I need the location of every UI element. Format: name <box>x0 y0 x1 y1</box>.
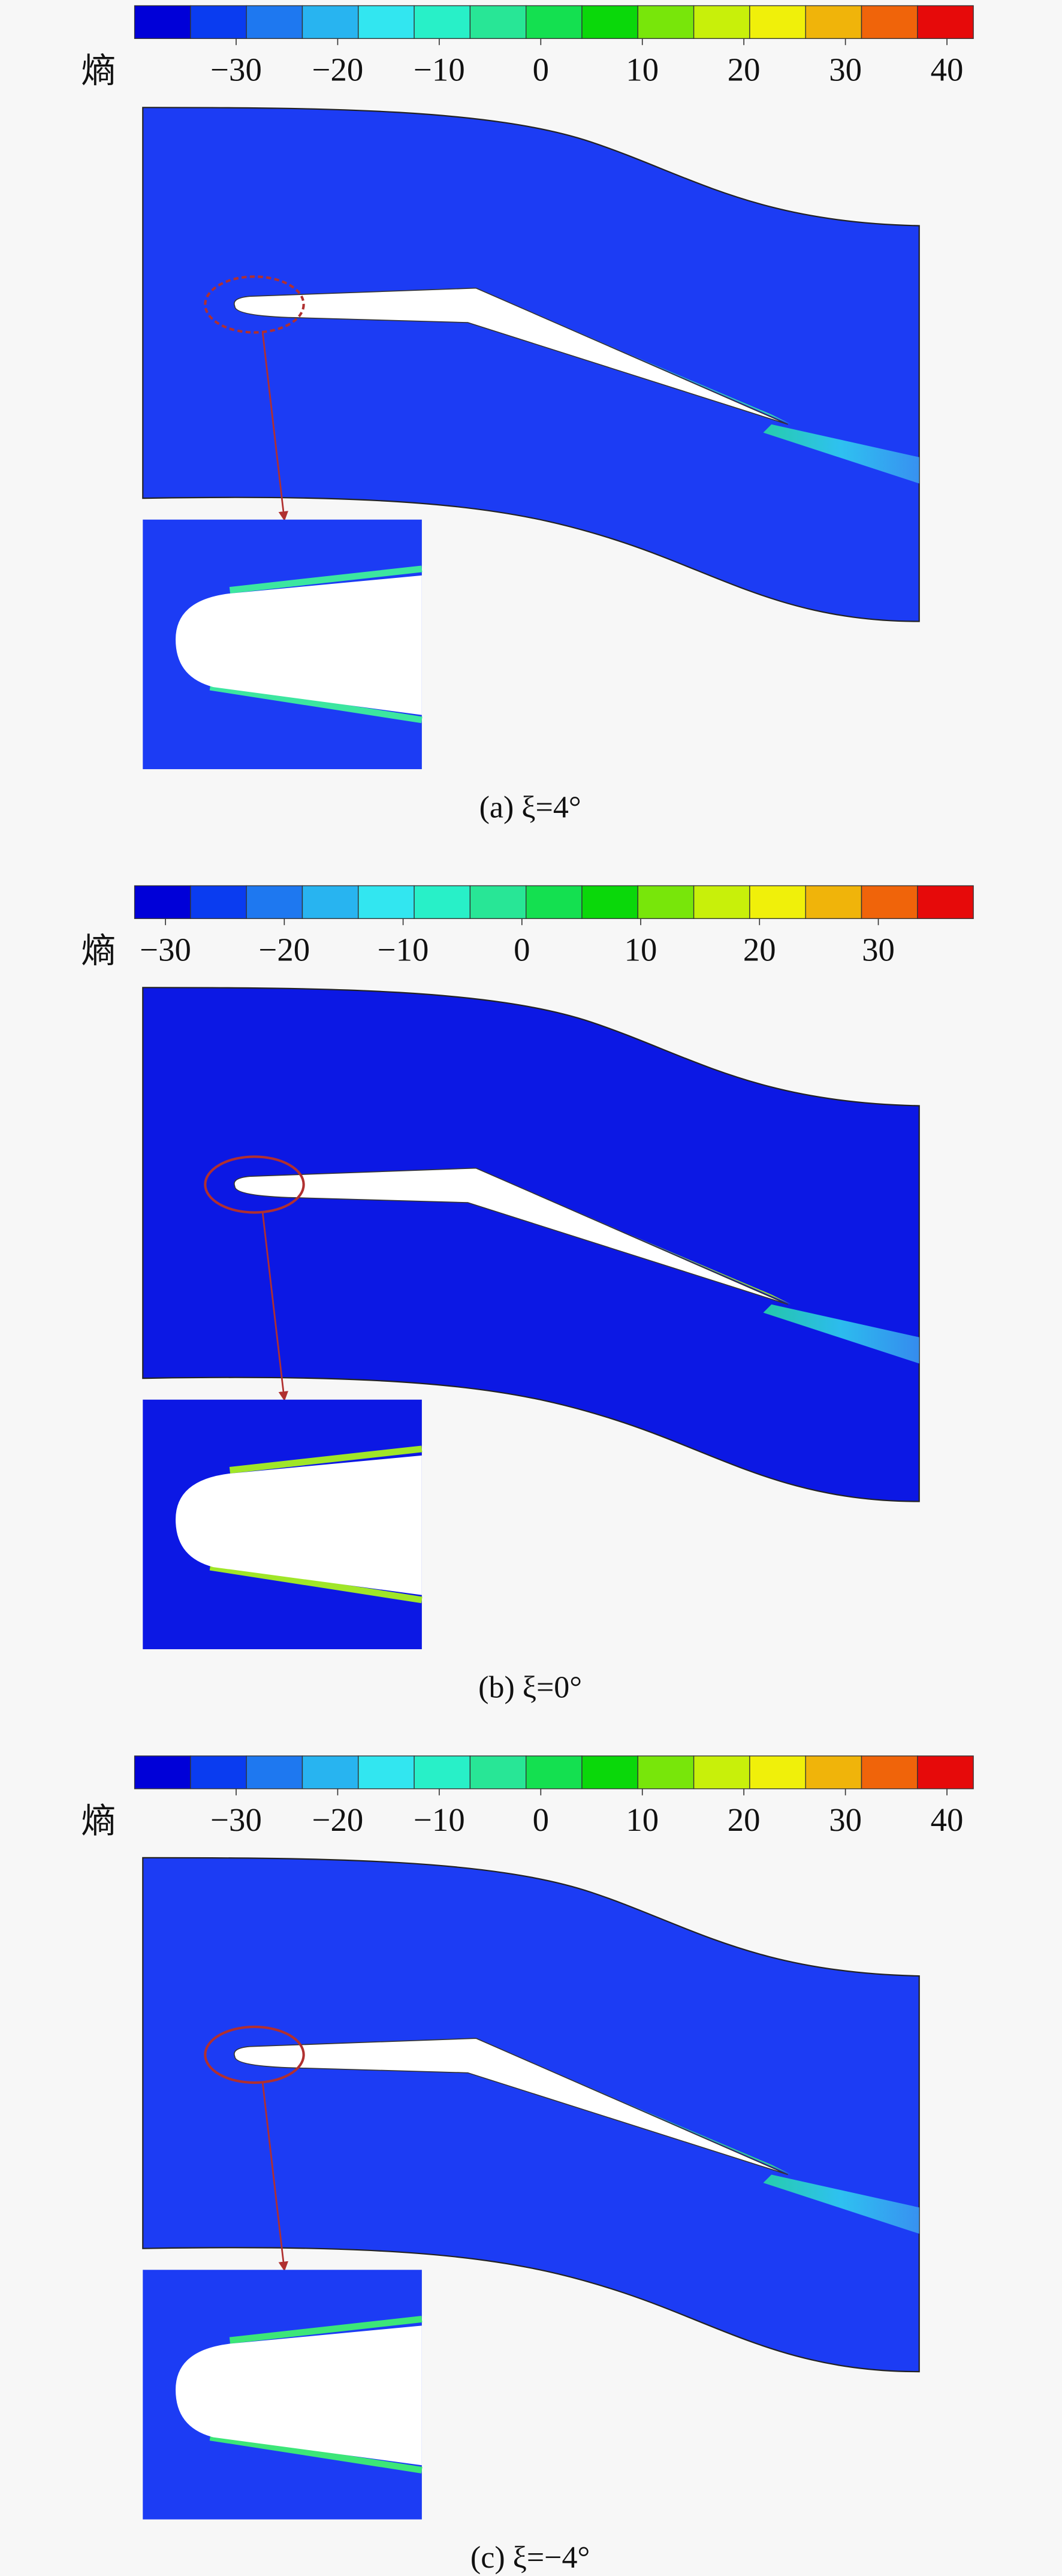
panel: 熵 −30 −20 −10 0 10 20 30 (b) ξ=0° <box>82 885 974 1704</box>
colorbar-segment <box>526 5 583 39</box>
colorbar-segment <box>749 5 806 39</box>
colorbar-segment <box>693 5 750 39</box>
colorbar-segment <box>805 885 862 919</box>
colorbar-tick-label: −20 <box>259 931 310 968</box>
colorbar-tick-label: 40 <box>931 1801 964 1838</box>
colorbar-segment <box>693 1755 750 1789</box>
colorbar-segment <box>358 885 415 919</box>
colorbar-tick-label: −10 <box>414 1801 465 1838</box>
colorbar-tick-label: 10 <box>626 1801 659 1838</box>
colorbar-segment <box>917 1755 974 1789</box>
colorbar-segment <box>637 1755 695 1789</box>
zoom-arrow <box>261 2082 289 2271</box>
colorbar-segment <box>526 885 583 919</box>
colorbar-tick-label: 40 <box>931 51 964 88</box>
colorbar-tick-label: −30 <box>210 51 262 88</box>
colorbar-segment <box>301 5 359 39</box>
inset-blade <box>176 575 422 715</box>
inset-blade <box>176 2325 422 2466</box>
flow-domain <box>142 987 920 1502</box>
panel: 熵 −30 −20 −10 0 10 20 30 40 (a) ξ=4° <box>82 5 974 824</box>
caption: (b) ξ=0° <box>478 1670 582 1704</box>
colorbar-segment <box>469 5 527 39</box>
colorbar-tick-label: 20 <box>743 931 776 968</box>
flow-domain <box>142 107 920 622</box>
highlight-ellipse <box>204 2025 305 2084</box>
colorbar-segment <box>917 5 974 39</box>
colorbar-segment <box>861 1755 918 1789</box>
colorbar-tick-label: 10 <box>624 931 657 968</box>
colorbar-segment <box>805 5 862 39</box>
colorbar-segment <box>469 885 527 919</box>
colorbar-segment <box>414 885 471 919</box>
colorbar-tick-label: −10 <box>414 51 465 88</box>
colorbar-segment <box>246 5 303 39</box>
colorbar-segment <box>414 1755 471 1789</box>
colorbar-segment <box>190 5 247 39</box>
colorbar-tick-label: 30 <box>862 931 895 968</box>
wake <box>763 1304 919 1364</box>
wake <box>763 2174 919 2234</box>
inset-edge <box>209 1445 423 1604</box>
colorbar-segment <box>414 5 471 39</box>
colorbar-tick-label: 20 <box>728 1801 761 1838</box>
colorbar-tick-label: 30 <box>829 1801 862 1838</box>
colorbar-segment <box>861 885 918 919</box>
zoom-arrow <box>261 1212 289 1402</box>
colorbar-segment <box>134 5 191 39</box>
colorbar-tick-label: −30 <box>210 1801 262 1838</box>
colorbar-tick-label: 0 <box>514 931 530 968</box>
colorbar-segment <box>246 885 303 919</box>
colorbar-segment <box>749 1755 806 1789</box>
colorbar-segment <box>134 1755 191 1789</box>
colorbar-segment <box>246 1755 303 1789</box>
colorbar-segment <box>526 1755 583 1789</box>
colorbar-segment <box>358 1755 415 1789</box>
colorbar-tick-label: −30 <box>140 931 191 968</box>
colorbar-segment <box>693 885 750 919</box>
colorbar-segment <box>749 885 806 919</box>
inset-edge <box>209 2316 423 2473</box>
colorbar-segment <box>134 885 191 919</box>
colorbar-label: 熵 <box>82 50 116 91</box>
blade <box>234 1167 788 1305</box>
colorbar-tick-label: −10 <box>378 931 429 968</box>
colorbar-tick-label: 0 <box>533 51 549 88</box>
colorbar-tick-label: 30 <box>829 51 862 88</box>
caption: (a) ξ=4° <box>479 790 581 824</box>
colorbar-segment <box>190 1755 247 1789</box>
colorbar-tick-label: 10 <box>626 51 659 88</box>
inset-blade <box>176 1455 422 1595</box>
wake <box>763 424 919 484</box>
highlight-ellipse <box>204 275 305 334</box>
colorbar-segment <box>637 5 695 39</box>
inset-edge <box>209 565 423 724</box>
colorbar-label: 熵 <box>82 930 116 971</box>
colorbar-segment <box>469 1755 527 1789</box>
blade <box>234 287 788 425</box>
colorbar-tick-label: −20 <box>312 1801 364 1838</box>
colorbar-segment <box>637 885 695 919</box>
colorbar-segment <box>301 1755 359 1789</box>
colorbar-segment <box>861 5 918 39</box>
highlight-ellipse <box>204 1155 305 1214</box>
colorbar-segment <box>917 885 974 919</box>
colorbar-tick-label: 0 <box>533 1801 549 1838</box>
blade <box>234 2038 788 2176</box>
colorbar-segment <box>301 885 359 919</box>
colorbar-segment <box>581 5 638 39</box>
flow-domain <box>142 1857 920 2373</box>
panel: 熵 −30 −20 −10 0 10 20 30 40 (c) ξ=−4° <box>82 1755 974 2575</box>
zoom-arrow <box>261 332 289 522</box>
caption: (c) ξ=−4° <box>470 2541 590 2575</box>
colorbar-segment <box>805 1755 862 1789</box>
colorbar-segment <box>190 885 247 919</box>
colorbar-segment <box>581 885 638 919</box>
colorbar-tick-label: −20 <box>312 51 364 88</box>
colorbar-tick-label: 20 <box>728 51 761 88</box>
colorbar-segment <box>581 1755 638 1789</box>
colorbar-label: 熵 <box>82 1801 116 1841</box>
colorbar-segment <box>358 5 415 39</box>
